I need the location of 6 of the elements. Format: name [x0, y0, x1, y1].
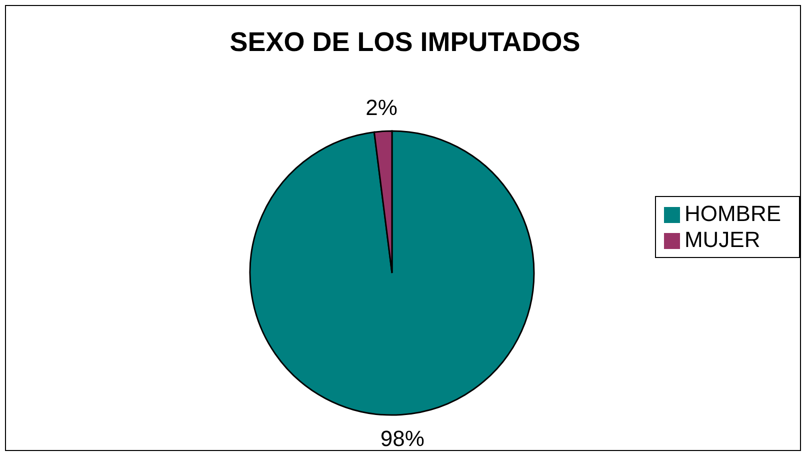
- data-label: 2%: [366, 94, 398, 120]
- chart-title: SEXO DE LOS IMPUTADOS: [230, 27, 580, 57]
- legend-label: MUJER: [684, 226, 760, 252]
- data-label: 98%: [380, 426, 424, 452]
- pie-slice: [249, 130, 535, 416]
- legend-label: HOMBRE: [684, 200, 781, 226]
